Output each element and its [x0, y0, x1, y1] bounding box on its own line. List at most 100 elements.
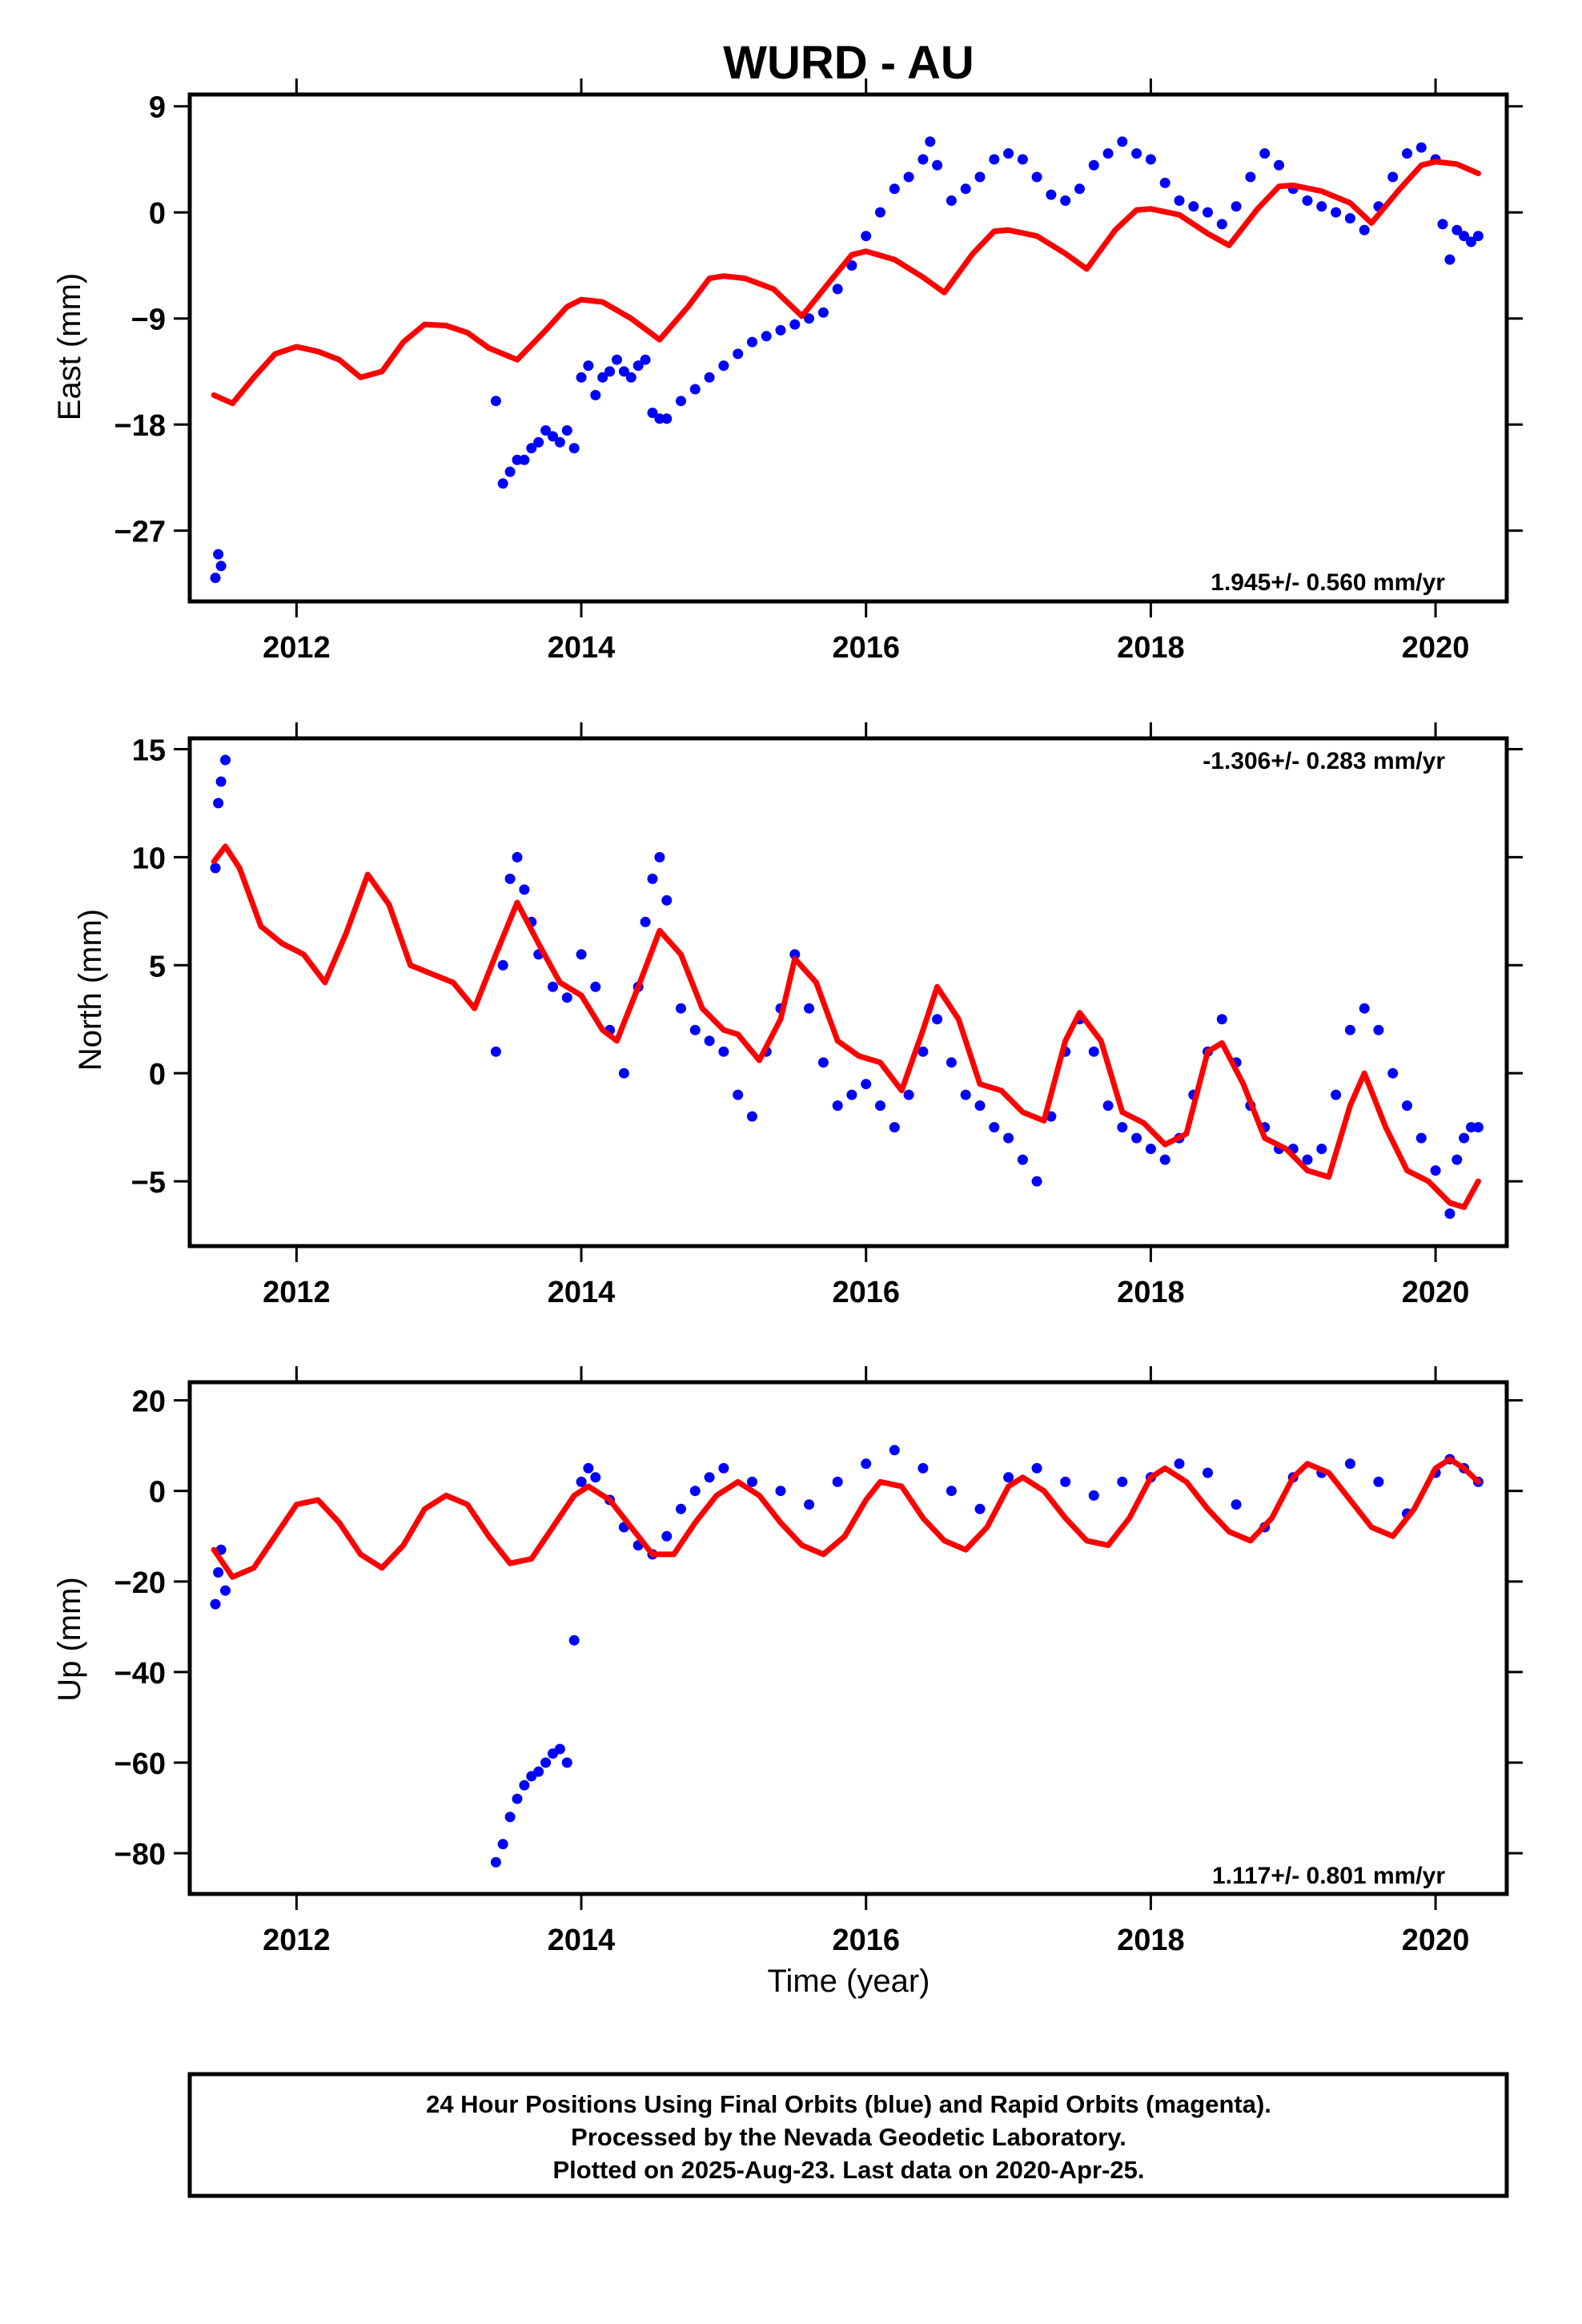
- north-data-point: [215, 776, 227, 787]
- east-data-point: [1117, 136, 1128, 147]
- east-data-point: [1074, 183, 1085, 195]
- east-data-point: [561, 425, 572, 436]
- north-data-point: [1331, 1089, 1342, 1100]
- up-data-point: [718, 1462, 729, 1474]
- north-data-point: [1402, 1100, 1412, 1112]
- east-data-point: [1046, 189, 1057, 200]
- north-x-tick-label: 2016: [832, 1276, 900, 1309]
- north-data-point: [561, 992, 572, 1003]
- up-data-point: [512, 1793, 523, 1804]
- up-data-point: [832, 1476, 843, 1487]
- north-data-point: [1117, 1122, 1128, 1133]
- up-data-point: [210, 1598, 221, 1610]
- east-data-point: [618, 366, 629, 377]
- east-data-point: [210, 573, 221, 584]
- up-data-point: [661, 1530, 673, 1542]
- up-data-point: [889, 1445, 900, 1456]
- up-data-point: [946, 1486, 957, 1497]
- east-data-point: [632, 360, 644, 372]
- north-data-point: [832, 1100, 843, 1112]
- east-data-point: [1003, 148, 1014, 159]
- up-frame: [187, 1380, 1509, 1896]
- east-data-point: [526, 443, 537, 454]
- up-rate-label: 1.117+/- 0.801 mm/yr: [1212, 1863, 1445, 1889]
- east-y-tick-label: −18: [114, 409, 166, 443]
- east-y-tick-label: 9: [149, 91, 166, 125]
- north-plot-area: [210, 754, 1484, 1219]
- north-y-tick-label: 10: [132, 842, 166, 875]
- north-data-point: [1159, 1154, 1170, 1165]
- east-data-point: [1472, 231, 1484, 242]
- north-data-point: [640, 916, 651, 927]
- east-data-point: [1131, 148, 1142, 159]
- north-data-point: [789, 949, 801, 960]
- east-data-point: [576, 372, 587, 383]
- east-data-point: [519, 454, 530, 465]
- east-data-point: [554, 436, 565, 448]
- up-y-tick-label: −20: [114, 1566, 166, 1600]
- east-data-point: [1060, 195, 1071, 206]
- north-data-point: [1415, 1132, 1427, 1144]
- east-x-tick-label: 2020: [1402, 631, 1470, 665]
- north-data-point: [1088, 1046, 1099, 1057]
- east-data-point: [512, 454, 523, 465]
- east-data-point: [1302, 195, 1313, 206]
- east-data-point: [875, 207, 885, 218]
- north-data-point: [875, 1100, 885, 1112]
- east-data-point: [846, 260, 857, 271]
- east-data-point: [654, 413, 665, 424]
- north-data-point: [733, 1089, 744, 1100]
- north-x-tick-label: 2020: [1402, 1276, 1470, 1309]
- east-data-point: [583, 360, 594, 372]
- north-data-point: [917, 1046, 929, 1057]
- east-data-point: [548, 431, 558, 442]
- east-data-point: [568, 443, 580, 454]
- east-data-point: [889, 183, 900, 195]
- up-data-point: [775, 1486, 786, 1497]
- up-data-point: [554, 1743, 565, 1755]
- up-data-point: [1088, 1490, 1099, 1501]
- north-x-tick-label: 2018: [1117, 1276, 1185, 1309]
- north-data-point: [661, 895, 673, 906]
- north-data-point: [889, 1122, 900, 1133]
- north-data-point: [1316, 1144, 1327, 1155]
- east-data-point: [718, 360, 729, 372]
- up-data-point: [497, 1839, 508, 1850]
- footer-line-3: Plotted on 2025-Aug-23. Last data on 202…: [552, 2156, 1144, 2184]
- up-data-point: [804, 1499, 815, 1510]
- east-data-point: [540, 425, 552, 436]
- east-data-point: [625, 372, 636, 383]
- north-data-point: [504, 873, 516, 884]
- east-data-point: [497, 478, 508, 489]
- east-data-point: [661, 413, 673, 424]
- north-frame: [187, 736, 1509, 1248]
- east-data-point: [1017, 154, 1028, 165]
- up-y-axis-label: Up (mm): [52, 1577, 87, 1702]
- north-data-point: [1430, 1165, 1441, 1176]
- north-data-point: [1359, 1003, 1370, 1014]
- up-data-point: [220, 1585, 231, 1596]
- east-data-point: [1174, 195, 1185, 206]
- east-data-point: [676, 396, 686, 407]
- east-data-point: [1274, 159, 1284, 171]
- east-data-point: [1316, 201, 1327, 212]
- east-data-point: [761, 331, 772, 342]
- north-data-point: [1145, 1144, 1156, 1155]
- north-model-line: [211, 843, 1481, 1210]
- east-data-point: [1216, 219, 1227, 230]
- north-x-tick-label: 2012: [263, 1276, 331, 1309]
- north-data-point: [689, 1024, 701, 1035]
- east-plot-area: [210, 136, 1484, 584]
- north-data-point: [1102, 1100, 1114, 1112]
- up-data-point: [974, 1503, 986, 1514]
- east-data-point: [1145, 154, 1156, 165]
- up-data-point: [1117, 1476, 1128, 1487]
- up-data-point: [568, 1634, 580, 1646]
- north-data-point: [1466, 1122, 1476, 1133]
- east-data-point: [1159, 177, 1170, 188]
- east-data-point: [533, 436, 544, 448]
- north-data-point: [1373, 1024, 1384, 1035]
- east-data-point: [1452, 224, 1463, 235]
- north-data-point: [846, 1089, 857, 1100]
- east-data-point: [647, 408, 658, 418]
